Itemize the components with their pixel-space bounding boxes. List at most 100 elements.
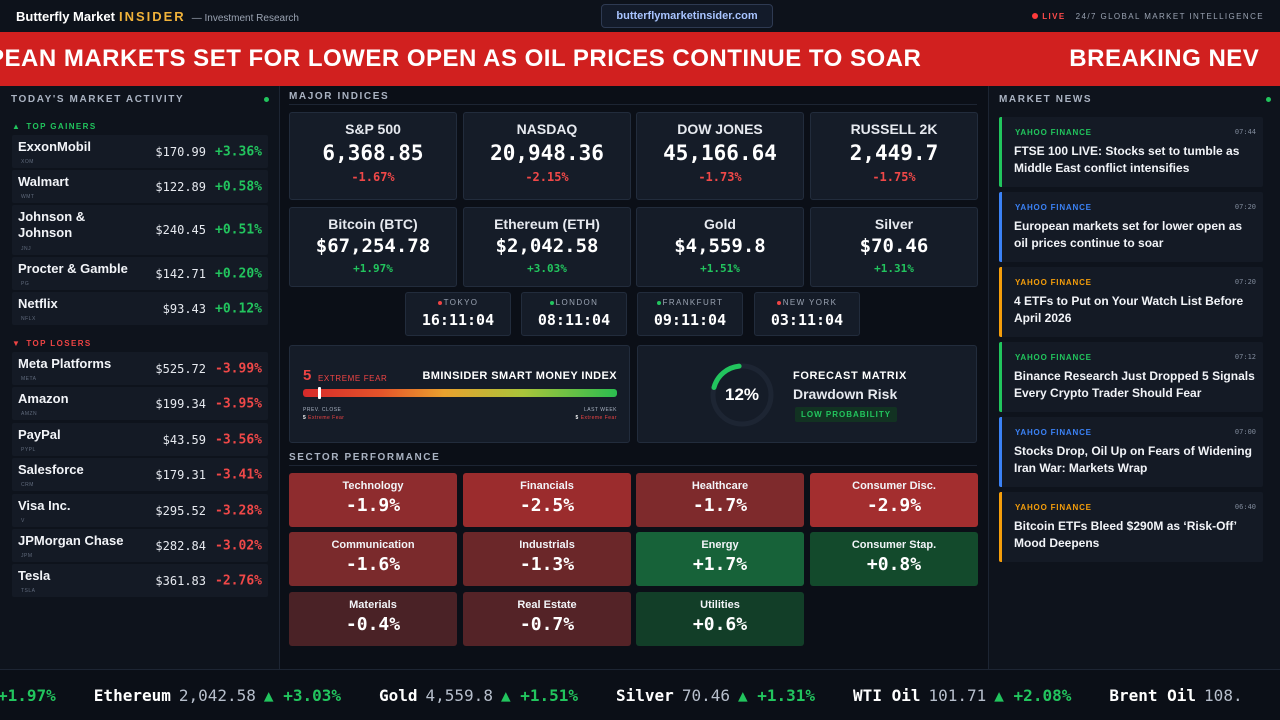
ticker-item[interactable]: WTI Oil 101.71 ▲ +2.08% bbox=[853, 686, 1071, 705]
sector-tile[interactable]: Financials -2.5% bbox=[463, 473, 631, 527]
sector-tile[interactable]: Materials -0.4% bbox=[289, 592, 457, 646]
index-card[interactable]: Silver $70.46 +1.31% bbox=[810, 207, 978, 287]
index-card[interactable]: S&P 500 6,368.85 -1.67% bbox=[289, 112, 457, 200]
stock-row[interactable]: Johnson & Johnson JNJ $240.45 +0.51% bbox=[12, 205, 268, 255]
ticker-item[interactable]: Gold 4,559.8 ▲ +1.51% bbox=[379, 686, 578, 705]
stock-row[interactable]: Walmart WMT $122.89 +0.58% bbox=[12, 170, 268, 203]
news-item[interactable]: YAHOO FINANCE 07:12 Binance Research Just … bbox=[999, 342, 1263, 412]
index-value: $4,559.8 bbox=[674, 235, 766, 257]
stock-price: $43.59 bbox=[162, 432, 206, 447]
brand-logo[interactable]: Butterfly Market INSIDER — Investment Re… bbox=[16, 9, 299, 24]
ticker-change: ▲ +1.31% bbox=[737, 686, 816, 705]
world-clock: LONDON 08:11:04 bbox=[521, 292, 627, 336]
index-card[interactable]: DOW JONES 45,166.64 -1.73% bbox=[636, 112, 804, 200]
smart-money-index-card[interactable]: 5 EXTREME FEAR BMINSIDER SMART MONEY IND… bbox=[289, 345, 630, 443]
stock-name: Visa Inc. bbox=[18, 498, 71, 513]
prev-close-text: Extreme Fear bbox=[308, 415, 345, 421]
index-card[interactable]: RUSSELL 2K 2,449.7 -1.75% bbox=[810, 112, 978, 200]
fear-label: EXTREME FEAR bbox=[318, 374, 388, 383]
clock-city: FRANKFURT bbox=[638, 298, 742, 307]
prev-close-value: 5 bbox=[303, 415, 307, 421]
stock-change: +0.51% bbox=[215, 222, 262, 238]
ticker-item[interactable]: Ethereum 2,042.58 ▲ +3.03% bbox=[94, 686, 341, 705]
stock-name: JPMorgan Chase bbox=[18, 533, 124, 548]
market-activity-header: TODAY'S MARKET ACTIVITY bbox=[11, 94, 269, 105]
sector-tile[interactable]: Energy +1.7% bbox=[636, 532, 804, 586]
ticker-value: 4,559.8 bbox=[425, 686, 493, 705]
index-change: +3.03% bbox=[527, 262, 567, 275]
sector-tile[interactable]: Real Estate -0.7% bbox=[463, 592, 631, 646]
index-change: +1.97% bbox=[353, 262, 393, 275]
sector-name: Consumer Disc. bbox=[852, 480, 936, 492]
sector-tile[interactable]: Communication -1.6% bbox=[289, 532, 457, 586]
clock-city-name: TOKYO bbox=[443, 298, 479, 307]
prev-close-value-line: 5 Extreme Fear bbox=[303, 414, 344, 422]
news-item[interactable]: YAHOO FINANCE 07:00 Stocks Drop, Oil Up on… bbox=[999, 417, 1263, 487]
clock-time: 08:11:04 bbox=[537, 311, 611, 329]
breaking-news-banner[interactable]: PEAN MARKETS SET FOR LOWER OPEN AS OIL P… bbox=[0, 32, 1280, 86]
site-url[interactable]: butterflymarketinsider.com bbox=[601, 4, 773, 28]
sector-name: Healthcare bbox=[691, 480, 749, 492]
stock-change: +3.36% bbox=[215, 144, 262, 159]
index-card[interactable]: Bitcoin (BTC) $67,254.78 +1.97% bbox=[289, 207, 457, 287]
news-item[interactable]: YAHOO FINANCE 07:20 European markets set f… bbox=[999, 192, 1263, 262]
index-value: $67,254.78 bbox=[315, 235, 431, 257]
ticker-item[interactable]: Brent Oil 108. bbox=[1109, 686, 1242, 705]
index-card[interactable]: NASDAQ 20,948.36 -2.15% bbox=[463, 112, 631, 200]
sector-tile[interactable]: Utilities +0.6% bbox=[636, 592, 804, 646]
stock-row[interactable]: PayPal PYPL $43.59 -3.56% bbox=[12, 423, 268, 456]
news-item[interactable]: YAHOO FINANCE 07:20 4 ETFs to Put on Your … bbox=[999, 267, 1263, 337]
forecast-kicker: FORECAST MATRIX bbox=[793, 370, 907, 382]
stock-ticker: AMZN bbox=[21, 411, 38, 417]
news-source: YAHOO FINANCE bbox=[1015, 428, 1092, 437]
brand-main: Butterfly Market bbox=[16, 8, 115, 24]
sector-change: -1.9% bbox=[345, 495, 401, 516]
stock-ticker: CRM bbox=[21, 482, 34, 488]
sector-tile[interactable]: Technology -1.9% bbox=[289, 473, 457, 527]
index-change: -1.67% bbox=[351, 170, 395, 184]
ticker-item[interactable]: Silver 70.46 ▲ +1.31% bbox=[616, 686, 815, 705]
stock-row[interactable]: Visa Inc. V $295.52 -3.28% bbox=[12, 494, 268, 527]
news-headline: European markets set for lower open as o… bbox=[1014, 219, 1243, 250]
news-time: 07:20 bbox=[1234, 278, 1256, 286]
ticker-value: 108. bbox=[1204, 686, 1243, 705]
sector-name: Communication bbox=[331, 539, 415, 551]
sector-tile[interactable]: Industrials -1.3% bbox=[463, 532, 631, 586]
stock-row[interactable]: Tesla TSLA $361.83 -2.76% bbox=[12, 564, 268, 597]
sector-tile[interactable]: Healthcare -1.7% bbox=[636, 473, 804, 527]
sector-tile[interactable]: Consumer Disc. -2.9% bbox=[810, 473, 978, 527]
index-card[interactable]: Ethereum (ETH) $2,042.58 +3.03% bbox=[463, 207, 631, 287]
stock-change: -3.56% bbox=[215, 432, 262, 447]
index-card[interactable]: Gold $4,559.8 +1.51% bbox=[636, 207, 804, 287]
news-time: 07:00 bbox=[1234, 428, 1256, 436]
stock-row[interactable]: Procter & Gamble PG $142.71 +0.20% bbox=[12, 257, 268, 290]
price-ticker[interactable]: +1.97% Ethereum 2,042.58 ▲ +3.03% Gold 4,559.… bbox=[0, 669, 1280, 720]
ticker-name: Gold bbox=[378, 686, 418, 705]
ticker-item[interactable]: +1.97% bbox=[0, 686, 56, 705]
stock-ticker: XOM bbox=[21, 159, 34, 165]
news-item[interactable]: YAHOO FINANCE 06:40 Bitcoin ETFs Bleed $29… bbox=[999, 492, 1263, 562]
stock-row[interactable]: Salesforce CRM $179.31 -3.41% bbox=[12, 458, 268, 491]
probability-badge: LOW PROBABILITY bbox=[795, 407, 898, 422]
news-headline: Bitcoin ETFs Bleed $290M as ‘Risk-Off’ M… bbox=[1014, 519, 1237, 550]
last-week-value: 5 bbox=[575, 415, 579, 421]
brand-subtitle: — Investment Research bbox=[191, 12, 299, 24]
stock-row[interactable]: Netflix NFLX $93.43 +0.12% bbox=[12, 292, 268, 325]
last-week-value-line: 5 Extreme Fear bbox=[576, 414, 617, 422]
stock-row[interactable]: Amazon AMZN $199.34 -3.95% bbox=[12, 387, 268, 420]
clock-time: 09:11:04 bbox=[653, 311, 727, 329]
stock-row[interactable]: ExxonMobil XOM $170.99 +3.36% bbox=[12, 135, 268, 168]
forecast-matrix-card[interactable]: 12% FORECAST MATRIX Drawdown Risk LOW PR… bbox=[637, 345, 977, 443]
sector-change: +0.8% bbox=[866, 554, 922, 575]
market-activity-panel: TODAY'S MARKET ACTIVITY ▲ TOP GAINERS Ex… bbox=[0, 86, 280, 669]
stock-change: +0.12% bbox=[215, 301, 262, 316]
stock-row[interactable]: JPMorgan Chase JPM $282.84 -3.02% bbox=[12, 529, 268, 562]
stock-row[interactable]: Meta Platforms META $525.72 -3.99% bbox=[12, 352, 268, 385]
news-headline: FTSE 100 LIVE: Stocks set to tumble as M… bbox=[1014, 144, 1240, 175]
news-item[interactable]: YAHOO FINANCE 07:44 FTSE 100 LIVE: Stocks … bbox=[999, 117, 1263, 187]
sector-name: Energy bbox=[701, 539, 739, 551]
news-source: YAHOO FINANCE bbox=[1015, 353, 1092, 362]
sector-tile[interactable]: Consumer Stap. +0.8% bbox=[810, 532, 978, 586]
stock-price: $361.83 bbox=[155, 573, 206, 588]
index-value: 2,449.7 bbox=[849, 141, 939, 165]
